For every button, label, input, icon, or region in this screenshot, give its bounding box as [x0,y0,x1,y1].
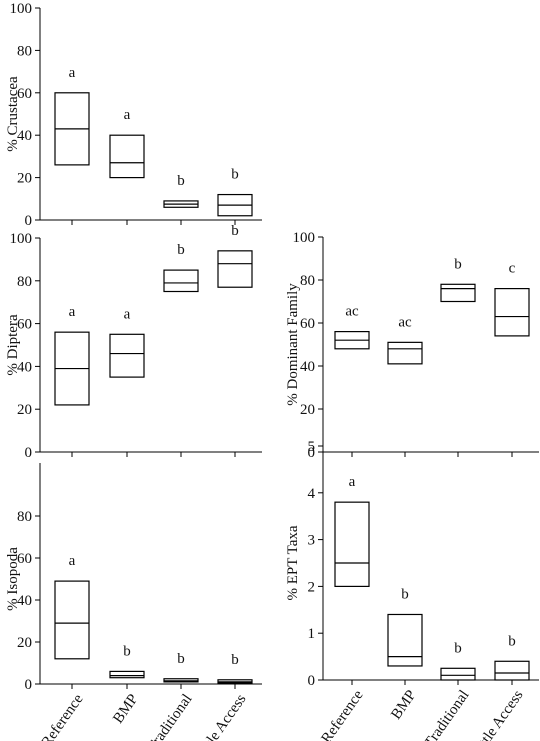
y-tick-label: 80 [17,274,32,290]
group-letter: b [454,640,462,656]
group-letter: b [454,256,462,272]
group-letter: c [509,261,516,277]
group-letter: a [349,474,356,490]
y-tick-label: 4 [308,486,316,502]
y-tick-label: 40 [17,128,32,144]
y-tick-label: 60 [17,317,32,333]
group-letter: b [177,651,185,667]
y-axis-label: % Diptera [5,314,21,376]
y-tick-label: 60 [300,316,315,332]
x-tick-label: BMP [388,687,419,722]
box [494,660,530,681]
y-tick-label: 20 [17,635,32,651]
group-letter: b [177,173,185,189]
group-letter: b [231,652,239,668]
y-tick-label: 2 [308,579,316,595]
box [440,283,476,303]
x-tick-label: Traditional [145,691,196,741]
y-axis-label: % Isopoda [5,547,21,611]
y-tick-label: 3 [308,533,316,549]
y-tick-label: 100 [293,230,316,246]
x-tick-label: Reference [319,687,367,741]
group-letter: ac [398,314,412,330]
y-tick-label: 0 [25,445,33,461]
group-letter: b [123,643,131,659]
box [109,670,145,679]
y-tick-label: 80 [17,509,32,525]
y-tick-label: 20 [17,402,32,418]
box [440,667,476,681]
y-tick-label: 0 [25,213,33,229]
x-tick-label: BMP [110,691,141,726]
group-letter: a [69,304,76,320]
y-tick-label: 0 [25,677,33,693]
y-tick-label: 40 [17,359,32,375]
y-tick-label: 5 [308,439,316,455]
y-tick-label: 80 [17,43,32,59]
group-letter: a [69,65,76,81]
group-letter: b [231,223,239,239]
group-letter: b [508,633,516,649]
y-axis-label: % Dominant Family [285,283,301,406]
group-letter: ac [345,304,359,320]
x-tick-label: Reference [39,691,87,741]
group-letter: b [177,242,185,258]
y-tick-label: 20 [300,402,315,418]
box [109,134,145,179]
group-letter: a [69,553,76,569]
y-tick-label: 60 [17,86,32,102]
y-tick-label: 1 [308,626,316,642]
y-tick-label: 0 [308,445,316,461]
y-tick-label: 20 [17,171,32,187]
x-tick-label: Traditional [422,687,473,741]
y-tick-label: 60 [17,551,32,567]
box [387,341,423,365]
box [163,269,199,293]
y-axis-label: % Crustacea [5,76,21,152]
box [54,580,90,660]
x-tick-label: Cattle Access [467,687,527,741]
box [494,288,530,337]
y-tick-label: 40 [17,593,32,609]
x-tick-label: Cattle Access [190,691,250,741]
group-letter: a [124,107,131,123]
box [109,333,145,378]
group-letter: a [124,306,131,322]
y-axis-label: % EPT Taxa [285,525,301,600]
y-tick-label: 100 [10,231,33,247]
y-tick-label: 0 [308,673,316,689]
box [217,250,253,288]
y-tick-label: 80 [300,273,315,289]
y-tick-label: 40 [300,359,315,375]
box [387,613,423,667]
box [334,501,370,588]
y-tick-label: 100 [10,1,33,17]
group-letter: b [401,586,409,602]
group-letter: b [231,167,239,183]
